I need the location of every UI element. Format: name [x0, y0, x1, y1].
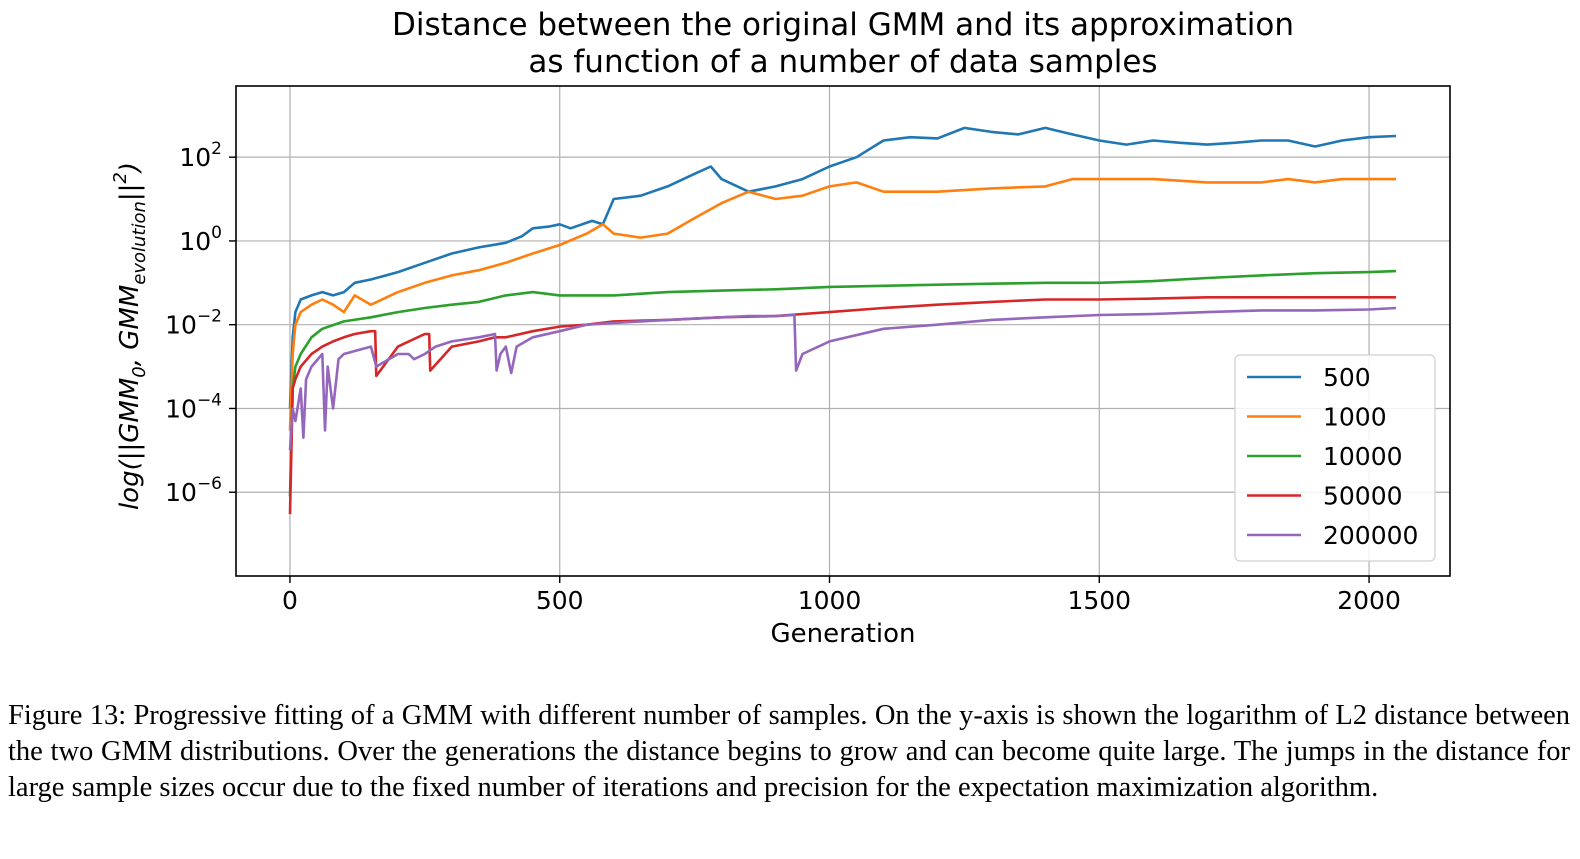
x-tick-label: 0 — [282, 586, 298, 615]
x-tick-label: 1500 — [1067, 586, 1131, 615]
caption-text: Figure 13: Progressive fitting of a GMM … — [8, 700, 1570, 803]
series-line-50000 — [288, 296, 1396, 515]
x-tick-label: 1000 — [798, 586, 862, 615]
legend: 500 1000 10000 50000 200000 — [1234, 354, 1436, 562]
y-axis-ticks: 10−6 10−4 10−2 100 102 — [165, 139, 236, 507]
chart-title-line: Distance between the original GMM and it… — [392, 7, 1294, 43]
chart-figure: Distance between the original GMM and it… — [110, 7, 1451, 649]
series-line-500 — [288, 126, 1397, 409]
x-tick-label: 500 — [536, 586, 584, 615]
series-line-10000 — [288, 269, 1397, 497]
x-tick-label: 2000 — [1337, 586, 1401, 615]
y-tick-label: 10−4 — [165, 390, 222, 423]
y-axis-label: log(||GMM0, GMMevolution||2) — [110, 162, 150, 510]
series-lines — [288, 126, 1397, 515]
chart-title: Distance between the original GMM and it… — [392, 7, 1294, 80]
x-axis-ticks: 0 500 1000 1500 2000 — [282, 576, 1401, 615]
legend-label: 1000 — [1323, 403, 1387, 432]
chart-title-line: as function of a number of data samples — [528, 44, 1157, 80]
legend-box — [1234, 354, 1436, 562]
x-axis-label: Generation — [770, 619, 915, 649]
series-line-200000 — [288, 306, 1397, 451]
line-chart: Distance between the original GMM and it… — [110, 7, 1451, 649]
legend-label: 200000 — [1323, 521, 1418, 550]
legend-label: 50000 — [1323, 482, 1403, 511]
y-tick-label: 100 — [179, 223, 222, 256]
y-tick-label: 10−2 — [165, 307, 222, 340]
y-tick-label: 10−6 — [165, 474, 222, 507]
series-line-1000 — [288, 177, 1396, 431]
y-tick-label: 102 — [179, 139, 222, 172]
legend-label: 10000 — [1323, 442, 1403, 471]
axes-frame — [235, 85, 1451, 577]
figure-caption: Figure 13: Progressive fitting of a GMM … — [8, 698, 1570, 806]
legend-label: 500 — [1323, 363, 1371, 392]
